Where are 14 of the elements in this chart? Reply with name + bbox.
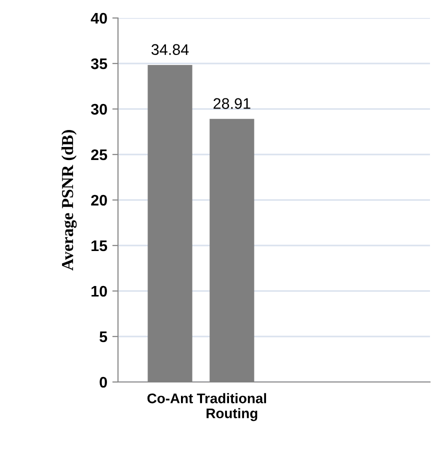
y-tick-label: 15: [92, 240, 108, 252]
x-tick-label: Co-Ant: [147, 393, 193, 404]
y-tick-label: 30: [90, 104, 107, 115]
data-label: 34.84: [151, 44, 189, 55]
y-tick-label: 25: [91, 149, 108, 160]
y-tick-label: 5: [100, 332, 108, 342]
x-tick-label: Traditional Routing: [196, 393, 266, 422]
y-tick-label: 20: [91, 194, 107, 206]
y-tick-label: 35: [90, 58, 108, 70]
data-label: 28.91: [214, 98, 250, 109]
y-axis-title: Average PSNR (dB): [61, 130, 77, 271]
y-tick-label: 0: [100, 376, 107, 388]
y-tick-label: 10: [92, 286, 107, 297]
y-tick-label: 40: [90, 12, 107, 24]
